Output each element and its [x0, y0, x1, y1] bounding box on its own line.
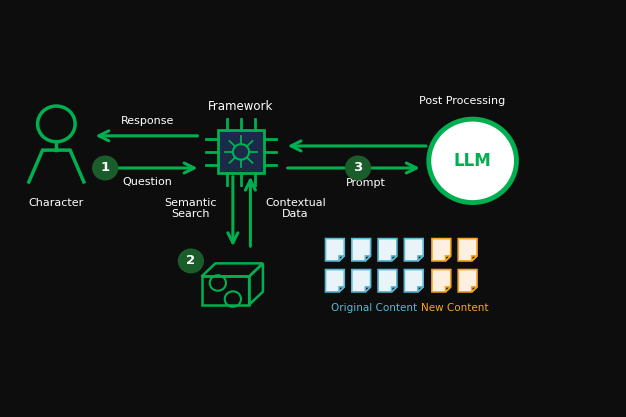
- Circle shape: [429, 119, 516, 203]
- Polygon shape: [432, 269, 451, 292]
- Polygon shape: [472, 287, 477, 292]
- Text: New Content: New Content: [421, 303, 488, 313]
- Polygon shape: [446, 256, 451, 261]
- Polygon shape: [378, 239, 397, 261]
- Circle shape: [92, 156, 118, 181]
- Polygon shape: [472, 256, 477, 261]
- Text: Prompt: Prompt: [346, 178, 386, 188]
- Text: 1: 1: [101, 161, 110, 174]
- Circle shape: [345, 156, 371, 181]
- Polygon shape: [352, 239, 371, 261]
- Text: Post Processing: Post Processing: [419, 96, 506, 106]
- Text: LLM: LLM: [454, 152, 491, 170]
- Polygon shape: [392, 287, 397, 292]
- Polygon shape: [418, 287, 423, 292]
- Polygon shape: [378, 269, 397, 292]
- Polygon shape: [418, 256, 423, 261]
- Polygon shape: [446, 287, 451, 292]
- Text: 2: 2: [187, 254, 195, 267]
- Text: Framework: Framework: [208, 100, 274, 113]
- Polygon shape: [458, 269, 477, 292]
- Polygon shape: [366, 287, 371, 292]
- Polygon shape: [404, 239, 423, 261]
- Text: Contextual
Data: Contextual Data: [265, 198, 326, 219]
- Text: Response: Response: [120, 116, 174, 126]
- Polygon shape: [326, 269, 344, 292]
- Polygon shape: [352, 269, 371, 292]
- Polygon shape: [458, 239, 477, 261]
- FancyBboxPatch shape: [218, 131, 264, 173]
- Polygon shape: [404, 269, 423, 292]
- Polygon shape: [392, 256, 397, 261]
- Text: Character: Character: [29, 198, 84, 208]
- Polygon shape: [326, 239, 344, 261]
- Polygon shape: [432, 239, 451, 261]
- Text: Original Content: Original Content: [331, 303, 418, 313]
- Circle shape: [178, 249, 204, 274]
- Text: Question: Question: [122, 177, 172, 187]
- Text: Semantic
Search: Semantic Search: [165, 198, 217, 219]
- Polygon shape: [366, 256, 371, 261]
- Text: 3: 3: [354, 161, 362, 174]
- Polygon shape: [339, 287, 344, 292]
- Polygon shape: [339, 256, 344, 261]
